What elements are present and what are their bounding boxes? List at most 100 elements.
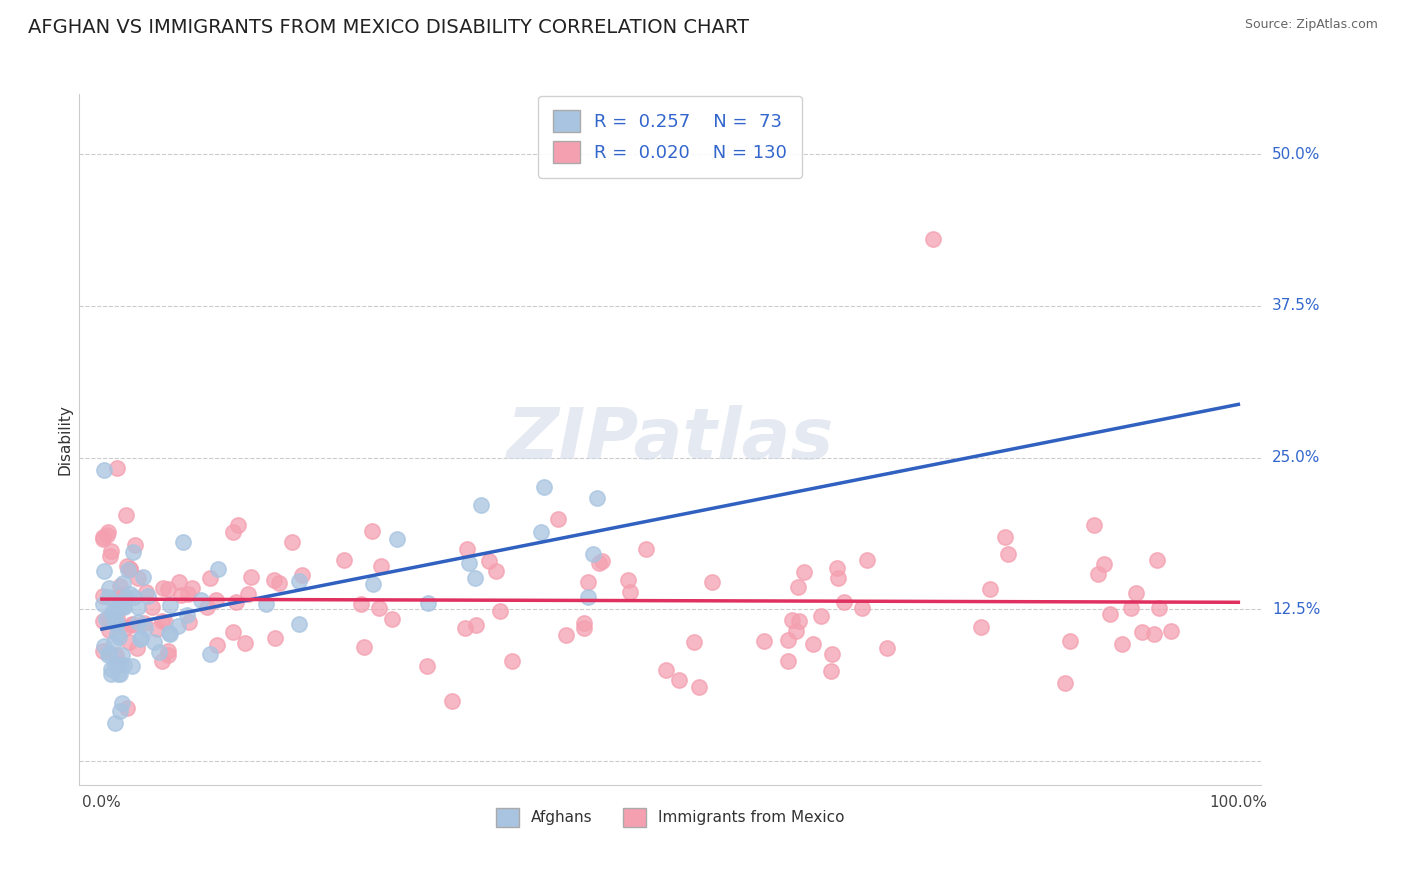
Point xyxy=(125,640,148,655)
Point xyxy=(922,232,945,246)
Point xyxy=(533,480,555,494)
Text: 37.5%: 37.5% xyxy=(1272,299,1320,313)
Point xyxy=(124,537,146,551)
Legend: Afghans, Immigrants from Mexico: Afghans, Immigrants from Mexico xyxy=(489,802,851,833)
Point xyxy=(361,524,384,538)
Point xyxy=(617,573,640,587)
Point xyxy=(150,654,173,668)
Point xyxy=(104,607,127,622)
Point xyxy=(416,658,439,673)
Point xyxy=(832,595,855,609)
Point xyxy=(1053,676,1076,690)
Point xyxy=(198,571,221,585)
Point xyxy=(370,559,392,574)
Point xyxy=(111,575,134,590)
Point xyxy=(120,561,142,575)
Point xyxy=(108,579,131,593)
Point xyxy=(110,596,132,610)
Point xyxy=(683,635,706,649)
Point xyxy=(530,525,553,540)
Point xyxy=(114,599,136,614)
Point xyxy=(821,647,844,661)
Point xyxy=(100,606,122,620)
Point xyxy=(994,530,1017,544)
Point xyxy=(107,667,129,681)
Point xyxy=(111,599,134,613)
Point xyxy=(152,582,174,596)
Point xyxy=(180,581,202,595)
Point xyxy=(105,599,128,614)
Point xyxy=(554,628,576,642)
Point xyxy=(582,547,605,561)
Point xyxy=(93,530,115,544)
Point xyxy=(776,632,799,647)
Point xyxy=(97,525,120,540)
Point xyxy=(1146,553,1168,567)
Point xyxy=(291,567,314,582)
Point xyxy=(205,638,228,652)
Point xyxy=(501,654,523,668)
Point xyxy=(134,622,156,636)
Point xyxy=(470,498,492,512)
Point xyxy=(114,508,136,522)
Point xyxy=(1111,637,1133,651)
Point xyxy=(240,570,263,584)
Point xyxy=(368,601,391,615)
Point xyxy=(104,648,127,662)
Point xyxy=(350,597,373,611)
Point xyxy=(263,573,285,587)
Point xyxy=(970,620,993,634)
Point xyxy=(205,592,228,607)
Point xyxy=(195,600,218,615)
Point xyxy=(134,616,156,631)
Point xyxy=(574,621,596,635)
Point xyxy=(91,532,114,546)
Point xyxy=(851,600,873,615)
Point xyxy=(803,637,825,651)
Point xyxy=(264,631,287,645)
Point xyxy=(979,582,1001,596)
Point xyxy=(148,645,170,659)
Point xyxy=(172,535,194,549)
Point xyxy=(281,535,304,549)
Point xyxy=(121,617,143,632)
Point xyxy=(636,542,658,557)
Point xyxy=(107,658,129,673)
Point xyxy=(547,512,569,526)
Point xyxy=(827,570,849,584)
Point xyxy=(170,588,193,602)
Point xyxy=(221,624,243,639)
Point xyxy=(98,549,121,563)
Point xyxy=(121,658,143,673)
Point xyxy=(110,696,132,710)
Point xyxy=(576,575,599,590)
Point xyxy=(655,663,678,677)
Point xyxy=(456,542,478,557)
Point xyxy=(142,635,165,649)
Point xyxy=(207,562,229,576)
Text: 12.5%: 12.5% xyxy=(1272,602,1320,616)
Point xyxy=(1099,607,1122,621)
Point xyxy=(454,621,477,635)
Point xyxy=(810,609,832,624)
Point xyxy=(586,491,609,506)
Point xyxy=(222,525,245,540)
Point xyxy=(1160,624,1182,639)
Point xyxy=(105,616,128,631)
Point xyxy=(127,615,149,629)
Point xyxy=(117,563,139,577)
Point xyxy=(127,599,149,614)
Point xyxy=(97,590,120,604)
Point xyxy=(136,589,159,603)
Point xyxy=(110,704,132,718)
Point xyxy=(150,614,173,628)
Point xyxy=(465,618,488,632)
Point xyxy=(96,648,118,662)
Point xyxy=(233,636,256,650)
Point xyxy=(91,644,114,658)
Point xyxy=(752,634,775,648)
Point xyxy=(103,635,125,649)
Point xyxy=(591,554,613,568)
Point xyxy=(107,588,129,602)
Point xyxy=(120,618,142,632)
